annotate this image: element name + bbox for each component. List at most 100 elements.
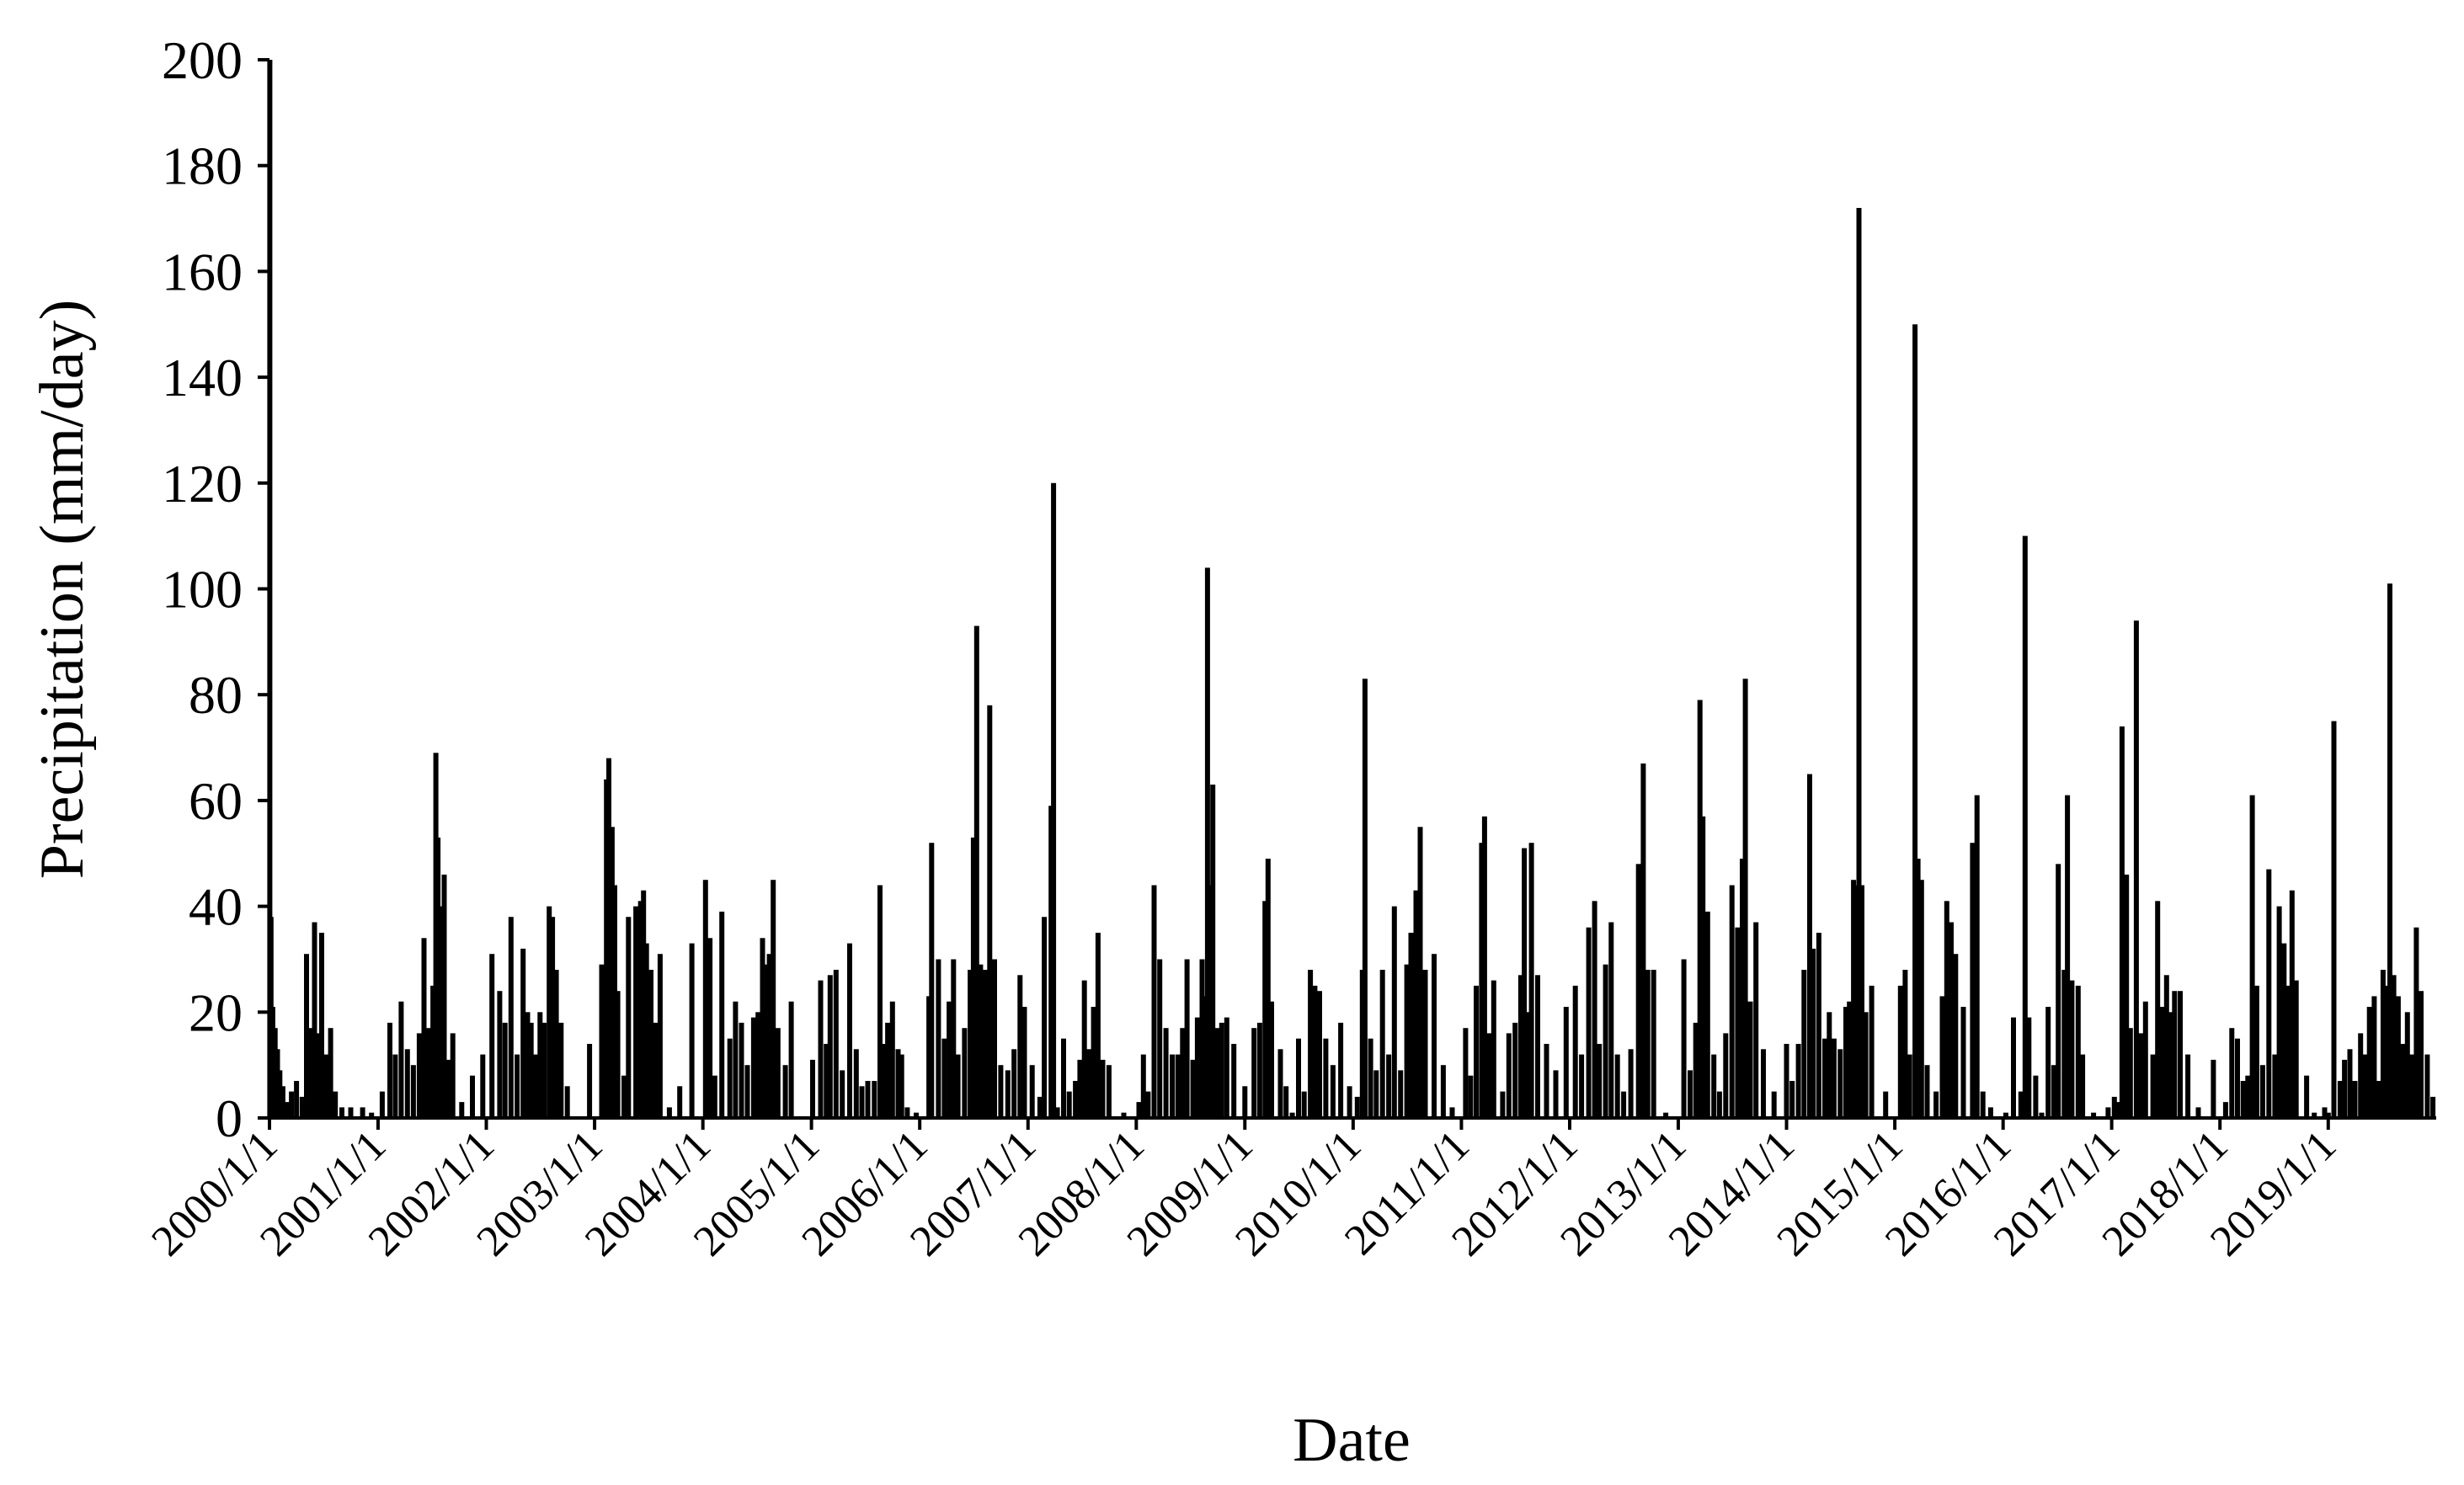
precip-bar xyxy=(537,1012,543,1118)
precip-bar xyxy=(970,837,976,1118)
precip-bar xyxy=(929,843,935,1118)
precip-bar xyxy=(2229,1028,2235,1118)
precip-bar xyxy=(1933,1091,1939,1118)
precip-bar xyxy=(2245,1075,2251,1118)
precip-bar xyxy=(2337,1081,2343,1118)
precip-bar xyxy=(2127,1028,2133,1118)
precip-bar xyxy=(450,1033,456,1118)
precip-bar xyxy=(379,1091,385,1118)
precip-bar xyxy=(1544,1044,1549,1118)
precip-bar xyxy=(2091,1112,2097,1118)
precip-bar xyxy=(348,1107,354,1118)
precip-bar xyxy=(1811,948,1816,1118)
precip-bar xyxy=(2391,975,2397,1118)
precip-bar xyxy=(895,1049,901,1118)
precip-bar xyxy=(398,1001,404,1118)
precip-bar xyxy=(1180,1028,1186,1118)
precip-bar xyxy=(323,1054,329,1118)
precip-bar xyxy=(973,625,979,1118)
precip-bar xyxy=(2253,985,2259,1118)
precip-bar xyxy=(1500,1091,1506,1118)
precip-bar xyxy=(1106,1065,1112,1118)
y-tick-label: 160 xyxy=(162,242,243,301)
precip-bar xyxy=(1296,1038,1301,1118)
precip-bar xyxy=(2322,1107,2328,1118)
precip-bar xyxy=(2105,1107,2111,1118)
precip-bar xyxy=(2222,1102,2228,1118)
precip-bar xyxy=(1907,1054,1912,1118)
precip-bar xyxy=(360,1107,365,1118)
precip-bar xyxy=(978,964,984,1118)
precip-bar xyxy=(641,890,647,1118)
precip-bar xyxy=(962,1028,968,1118)
y-axis-ticks: 0 20 40 60 80 100 120 140 160 180 200 xyxy=(162,30,269,1148)
precip-bar xyxy=(441,874,447,1118)
precip-bar xyxy=(968,970,973,1118)
precip-bar xyxy=(615,991,621,1118)
precip-bar xyxy=(1432,954,1437,1118)
precip-bar xyxy=(515,1054,520,1118)
precip-bar xyxy=(2404,1012,2410,1118)
precip-bar xyxy=(1054,1107,1060,1118)
precip-bar xyxy=(2366,1007,2372,1118)
precip-bar xyxy=(810,1059,815,1118)
precip-bar xyxy=(1017,975,1023,1118)
precip-bar xyxy=(1121,1112,1127,1118)
precip-bar xyxy=(435,837,441,1118)
precip-bar xyxy=(1210,785,1216,1118)
precip-bar xyxy=(2211,1059,2216,1118)
precip-bar xyxy=(1987,1107,1993,1118)
precip-bar xyxy=(1277,1049,1283,1118)
precip-bar xyxy=(2272,1054,2278,1118)
precip-bar xyxy=(333,1091,339,1118)
precip-bar xyxy=(315,1033,321,1118)
precip-bar xyxy=(2259,1065,2265,1118)
precip-bar xyxy=(1242,1086,1248,1118)
precip-bar xyxy=(1970,843,1976,1118)
precip-bar xyxy=(889,1001,895,1118)
y-tick-label: 60 xyxy=(189,771,243,831)
precip-bar xyxy=(1693,1022,1699,1118)
precip-bar xyxy=(1688,1070,1693,1118)
precip-bar xyxy=(1362,679,1368,1118)
precip-bar xyxy=(525,1012,531,1118)
precip-bar xyxy=(1359,970,1365,1118)
precip-bar xyxy=(2011,1017,2016,1118)
precip-bar xyxy=(712,1075,717,1118)
precip-bar xyxy=(1847,1001,1853,1118)
precip-bar xyxy=(1640,763,1646,1118)
precip-bar xyxy=(1974,795,1980,1118)
precip-bar xyxy=(2069,980,2075,1118)
precip-bar xyxy=(2155,901,2161,1118)
precip-bar xyxy=(1011,1049,1017,1118)
precip-bar xyxy=(1789,1081,1795,1118)
precip-bar xyxy=(775,1028,781,1118)
precip-bar xyxy=(612,885,617,1118)
precip-bar xyxy=(339,1107,344,1118)
precip-bar xyxy=(1391,906,1397,1118)
precip-bar xyxy=(1404,964,1410,1118)
precip-bar xyxy=(2352,1081,2358,1118)
precip-bar xyxy=(2185,1054,2191,1118)
precip-bar xyxy=(1807,774,1812,1118)
precip-bar xyxy=(702,880,708,1118)
precip-bar xyxy=(369,1112,375,1118)
precip-bar xyxy=(1506,1033,1512,1118)
precip-bar xyxy=(1517,975,1523,1118)
precip-bar xyxy=(1918,880,1924,1118)
precip-bar xyxy=(1740,859,1745,1118)
precip-bar xyxy=(750,1017,756,1118)
precip-bar xyxy=(1051,482,1057,1118)
precip-bar xyxy=(872,1081,877,1118)
precip-bar xyxy=(1572,985,1578,1118)
precip-bar xyxy=(2235,1038,2240,1118)
precip-bar xyxy=(1843,1007,1848,1118)
precip-bar xyxy=(1136,1102,1142,1118)
precip-bar xyxy=(1831,1038,1837,1118)
precip-bar xyxy=(502,1022,508,1118)
precip-bar xyxy=(421,938,427,1118)
precip-bar xyxy=(404,1049,410,1118)
precip-bar xyxy=(1145,1091,1151,1118)
precip-bar xyxy=(430,985,436,1118)
